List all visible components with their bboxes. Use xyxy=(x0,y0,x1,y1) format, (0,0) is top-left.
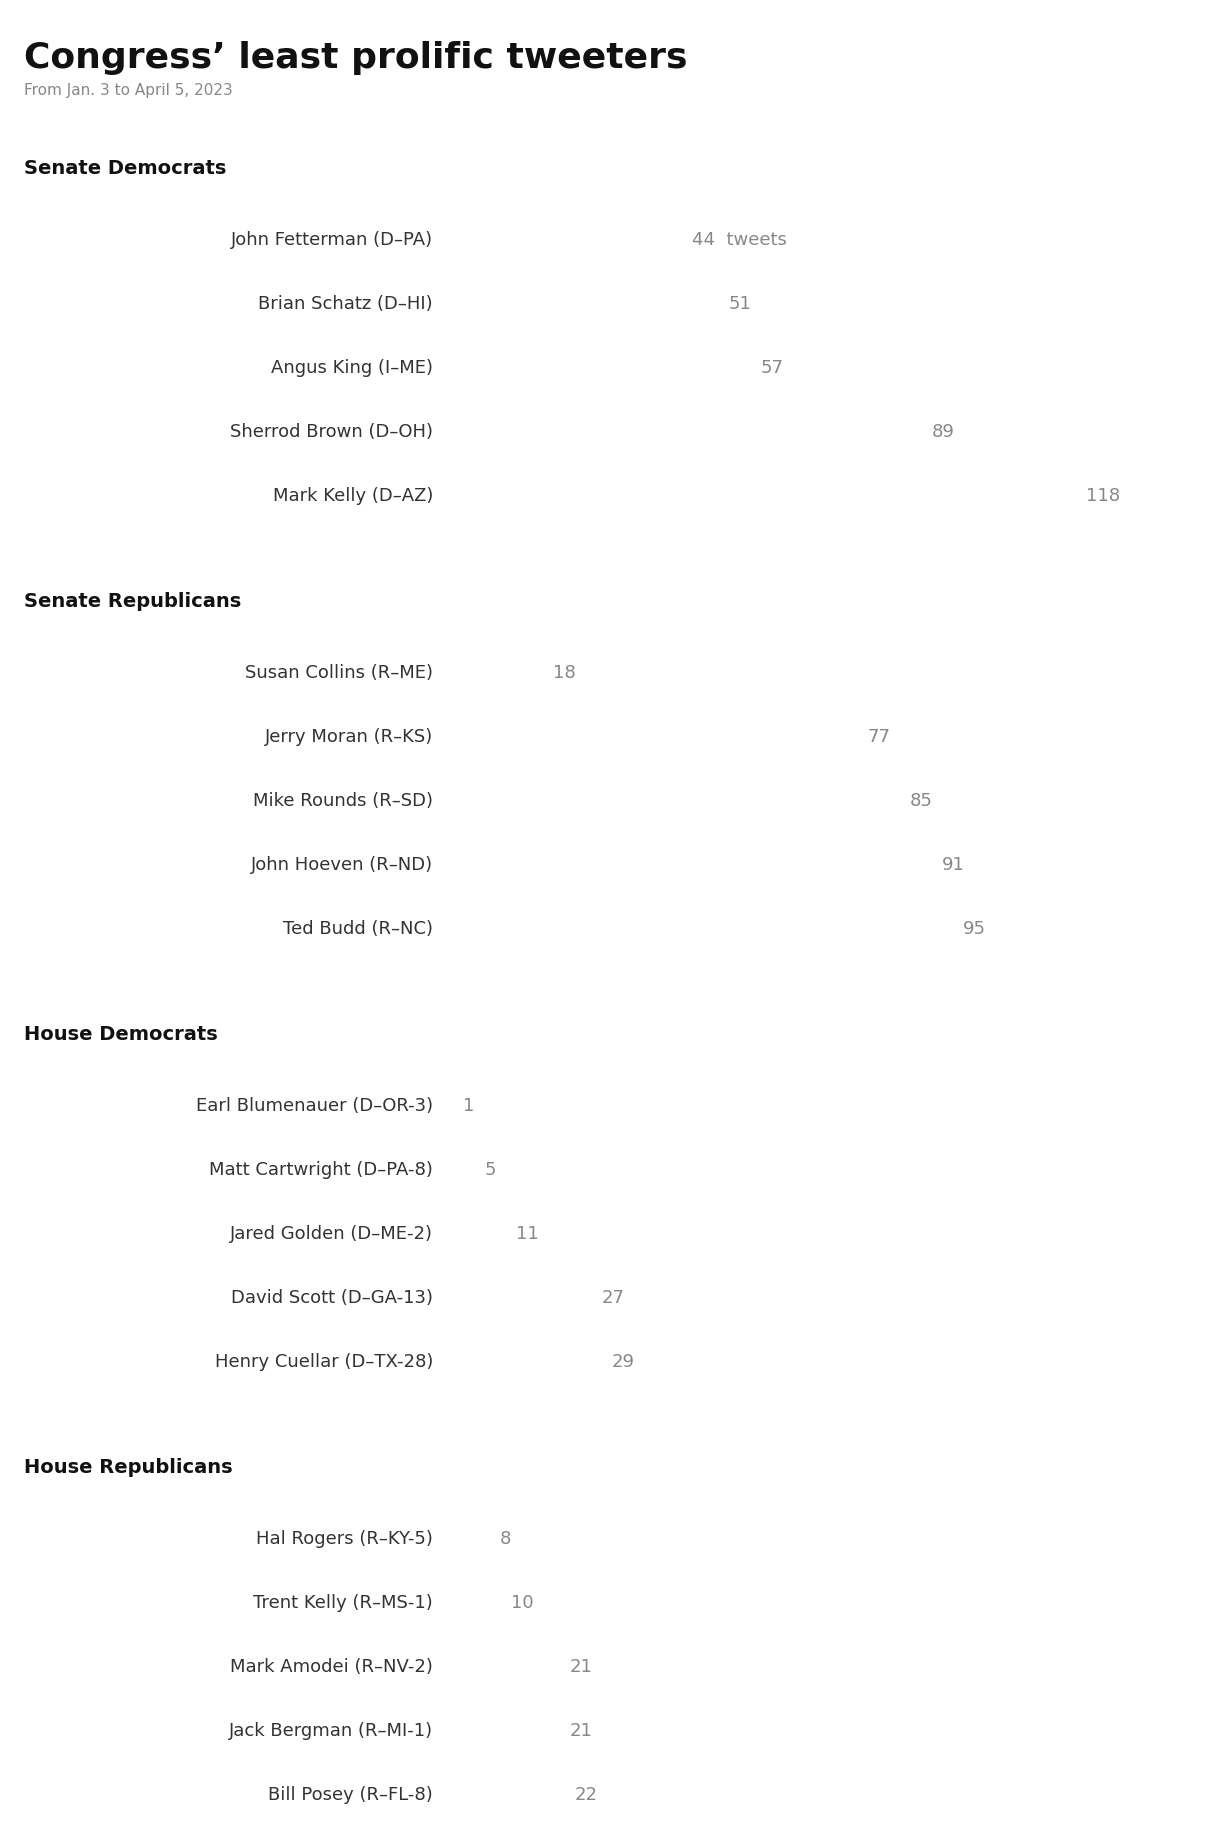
Text: 89: 89 xyxy=(931,423,954,441)
Text: Matt Cartwright (D–PA-8): Matt Cartwright (D–PA-8) xyxy=(209,1161,433,1180)
Text: 77: 77 xyxy=(867,727,891,746)
Text: Jerry Moran (R–KS): Jerry Moran (R–KS) xyxy=(265,727,433,746)
Text: Congress’ least prolific tweeters: Congress’ least prolific tweeters xyxy=(24,41,688,74)
Text: Henry Cuellar (D–TX-28): Henry Cuellar (D–TX-28) xyxy=(215,1353,433,1372)
Text: Jack Bergman (R–MI-1): Jack Bergman (R–MI-1) xyxy=(229,1722,433,1741)
Text: 85: 85 xyxy=(910,792,933,810)
Text: Angus King (I–ME): Angus King (I–ME) xyxy=(271,358,433,377)
Text: Sherrod Brown (D–OH): Sherrod Brown (D–OH) xyxy=(231,423,433,441)
Text: 44  tweets: 44 tweets xyxy=(692,231,787,249)
Text: David Scott (D–GA-13): David Scott (D–GA-13) xyxy=(231,1289,433,1307)
Text: 95: 95 xyxy=(964,921,986,938)
Text: John Fetterman (D–PA): John Fetterman (D–PA) xyxy=(231,231,433,249)
Text: House Republicans: House Republicans xyxy=(24,1458,233,1477)
Text: Earl Blumenauer (D–OR-3): Earl Blumenauer (D–OR-3) xyxy=(196,1097,433,1115)
Text: John Hoeven (R–ND): John Hoeven (R–ND) xyxy=(251,857,433,875)
Text: 8: 8 xyxy=(500,1530,511,1547)
Text: 118: 118 xyxy=(1086,487,1120,506)
Text: 21: 21 xyxy=(570,1722,592,1741)
Text: 1: 1 xyxy=(462,1097,475,1115)
Text: 57: 57 xyxy=(761,358,784,377)
Text: 91: 91 xyxy=(942,857,965,875)
Text: 11: 11 xyxy=(516,1226,539,1242)
Text: Senate Democrats: Senate Democrats xyxy=(24,159,227,177)
Text: 27: 27 xyxy=(601,1289,625,1307)
Text: Mike Rounds (R–SD): Mike Rounds (R–SD) xyxy=(253,792,433,810)
Text: 29: 29 xyxy=(612,1353,634,1372)
Text: 51: 51 xyxy=(730,295,752,312)
Text: 18: 18 xyxy=(554,665,576,681)
Text: 10: 10 xyxy=(511,1593,533,1612)
Text: Susan Collins (R–ME): Susan Collins (R–ME) xyxy=(245,665,433,681)
Text: Mark Amodei (R–NV-2): Mark Amodei (R–NV-2) xyxy=(231,1658,433,1676)
Text: Jared Golden (D–ME-2): Jared Golden (D–ME-2) xyxy=(231,1226,433,1242)
Text: Trent Kelly (R–MS-1): Trent Kelly (R–MS-1) xyxy=(254,1593,433,1612)
Text: Mark Kelly (D–AZ): Mark Kelly (D–AZ) xyxy=(273,487,433,506)
Text: Brian Schatz (D–HI): Brian Schatz (D–HI) xyxy=(259,295,433,312)
Text: Senate Republicans: Senate Republicans xyxy=(24,593,242,611)
Text: 21: 21 xyxy=(570,1658,592,1676)
Text: Ted Budd (R–NC): Ted Budd (R–NC) xyxy=(283,921,433,938)
Text: 5: 5 xyxy=(484,1161,495,1180)
Text: House Democrats: House Democrats xyxy=(24,1025,218,1045)
Text: Bill Posey (R–FL-8): Bill Posey (R–FL-8) xyxy=(268,1787,433,1804)
Text: 22: 22 xyxy=(575,1787,598,1804)
Text: From Jan. 3 to April 5, 2023: From Jan. 3 to April 5, 2023 xyxy=(24,83,233,98)
Text: Hal Rogers (R–KY-5): Hal Rogers (R–KY-5) xyxy=(256,1530,433,1547)
